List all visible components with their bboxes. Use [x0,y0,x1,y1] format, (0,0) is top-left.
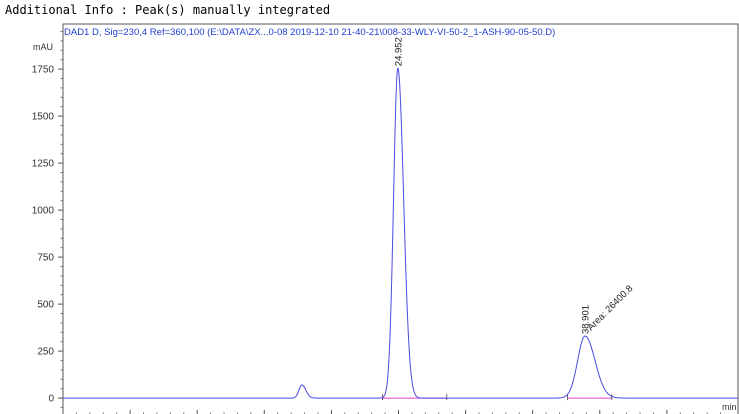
y-tick-label: 750 [37,253,54,264]
signal-trace [63,67,738,399]
axis-ticks: 0250500750100012501500175051015202530354… [32,31,722,414]
peak-time-label: 24.952 [393,37,404,66]
y-tick-label: 0 [48,394,54,405]
y-tick-label: 1500 [32,112,55,123]
y-axis-unit: mAU [33,42,53,52]
y-tick-label: 1750 [32,65,55,76]
peak-area-label: Area: 26400.8 [585,283,635,333]
signal-header: DAD1 D, Sig=230,4 Ref=360,100 (E:\DATA\Z… [64,27,555,38]
y-tick-label: 500 [37,300,54,311]
peak-time-label: 38.901 [581,305,592,334]
y-tick-label: 250 [37,347,54,358]
x-axis-unit: min [722,402,737,412]
y-tick-label: 1000 [32,206,55,217]
y-tick-label: 1250 [32,159,55,170]
plot-frame [62,23,739,414]
additional-info-text: Additional Info : Peak(s) manually integ… [5,3,331,17]
